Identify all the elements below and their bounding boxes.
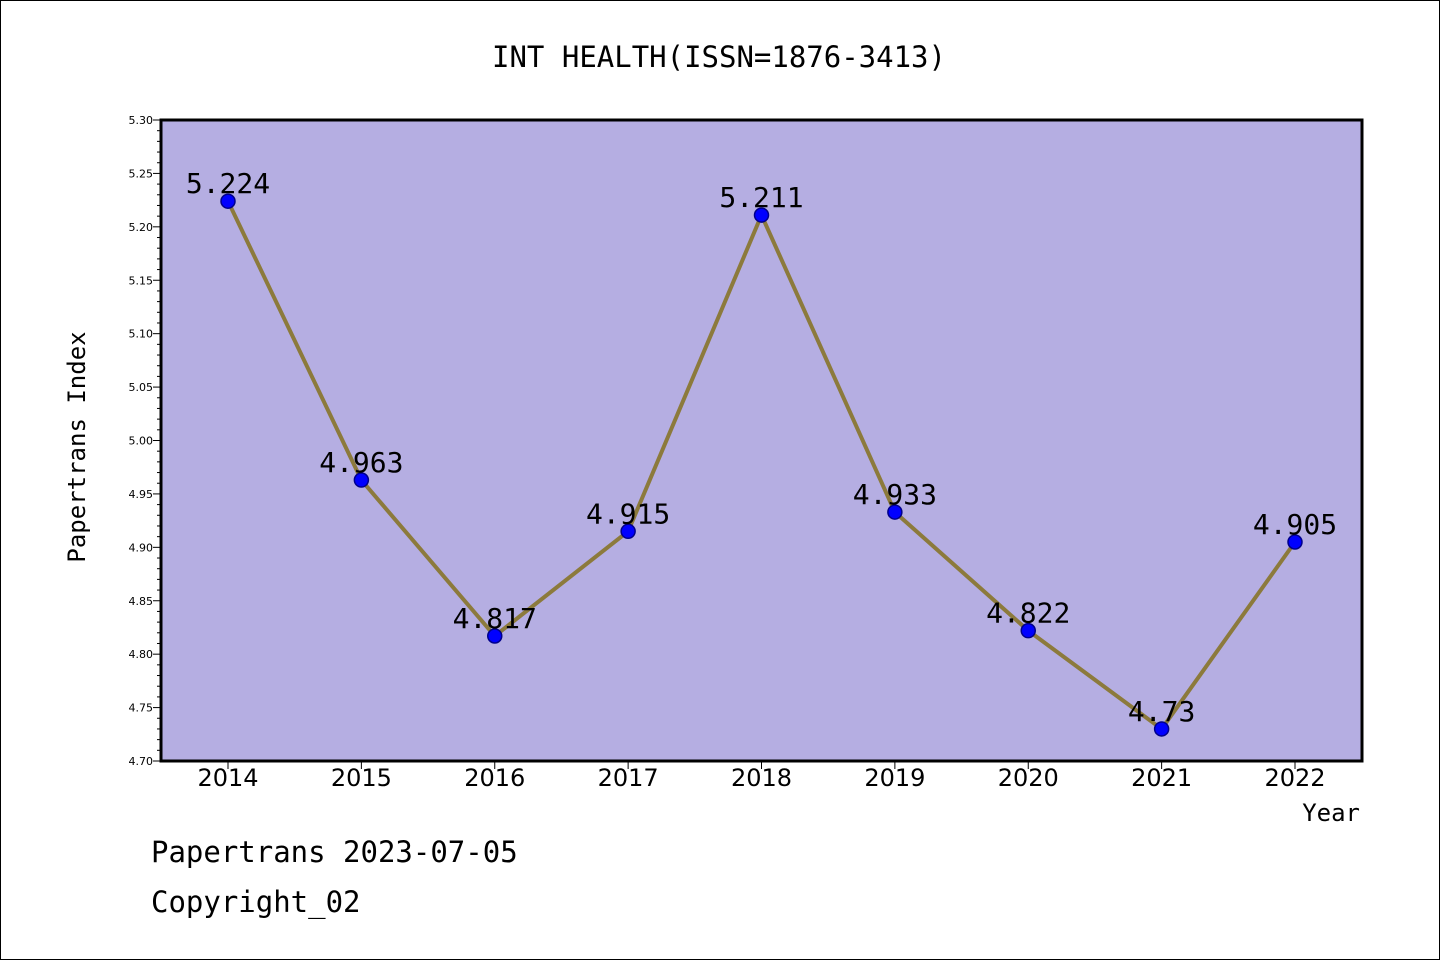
y-axis: 4.70 4.75 4.80 4.85 4.90 4.95 5.00 5.05 5.10 5.15… [129, 114, 161, 768]
data-label: 4.963 [319, 446, 403, 479]
data-point [220, 193, 236, 209]
data-label: 4.915 [586, 497, 670, 530]
x-tick-label: 2020 [998, 764, 1059, 792]
y-axis-label: Papertrans Index [63, 331, 91, 562]
y-tick-label: 5.20 [129, 221, 154, 234]
data-label: 4.73 [1128, 695, 1195, 728]
x-tick-label: 2019 [864, 764, 925, 792]
x-tick-label: 2016 [464, 764, 525, 792]
data-label: 5.224 [186, 167, 270, 200]
data-point [887, 504, 903, 520]
y-tick-label: 4.75 [129, 702, 154, 715]
y-tick-label: 5.25 [129, 167, 154, 180]
x-tick-label: 2017 [598, 764, 659, 792]
x-tick-label: 2018 [731, 764, 792, 792]
x-tick-label: 2022 [1264, 764, 1325, 792]
chart-title: INT HEALTH(ISSN=1876-3413) [492, 40, 946, 74]
y-tick-label: 4.70 [129, 755, 154, 768]
x-axis-label: Year [1302, 799, 1360, 827]
data-point [353, 472, 370, 488]
y-tick-label: 5.15 [129, 274, 154, 287]
x-tick-label: 2021 [1131, 764, 1192, 792]
x-tick-label: 2014 [197, 764, 258, 792]
footer-date-line: Papertrans 2023-07-05 [151, 835, 518, 869]
data-point [487, 628, 503, 644]
y-tick-label: 4.95 [129, 488, 154, 501]
data-label: 4.933 [853, 478, 937, 511]
data-point [753, 207, 770, 223]
y-tick-label: 5.30 [129, 114, 154, 127]
data-point [1020, 622, 1036, 639]
data-label: 5.211 [719, 181, 803, 214]
data-point [1153, 721, 1170, 737]
x-axis: 2014 2015 2016 2017 2018 2019 2020 2021 2022 [197, 761, 1326, 792]
data-label: 4.817 [453, 602, 537, 635]
footer-copyright-line: Copyright_02 [151, 885, 361, 919]
y-tick-label: 4.90 [129, 541, 154, 554]
y-tick-label: 5.10 [129, 328, 154, 341]
data-labels: 5.224 4.963 4.817 4.915 5.211 4.933 4.822 4.73 4… [186, 167, 1337, 728]
y-tick-label: 5.05 [129, 381, 154, 394]
y-tick-label: 5.00 [129, 435, 154, 448]
data-label: 4.822 [986, 597, 1070, 630]
y-tick-label: 4.80 [129, 648, 154, 661]
data-label: 4.905 [1253, 508, 1337, 541]
x-tick-label: 2015 [331, 764, 392, 792]
data-point [620, 523, 636, 540]
plot-area [159, 118, 1364, 763]
data-points [220, 193, 1303, 737]
data-point [1287, 534, 1303, 550]
y-tick-label: 4.85 [129, 595, 154, 608]
